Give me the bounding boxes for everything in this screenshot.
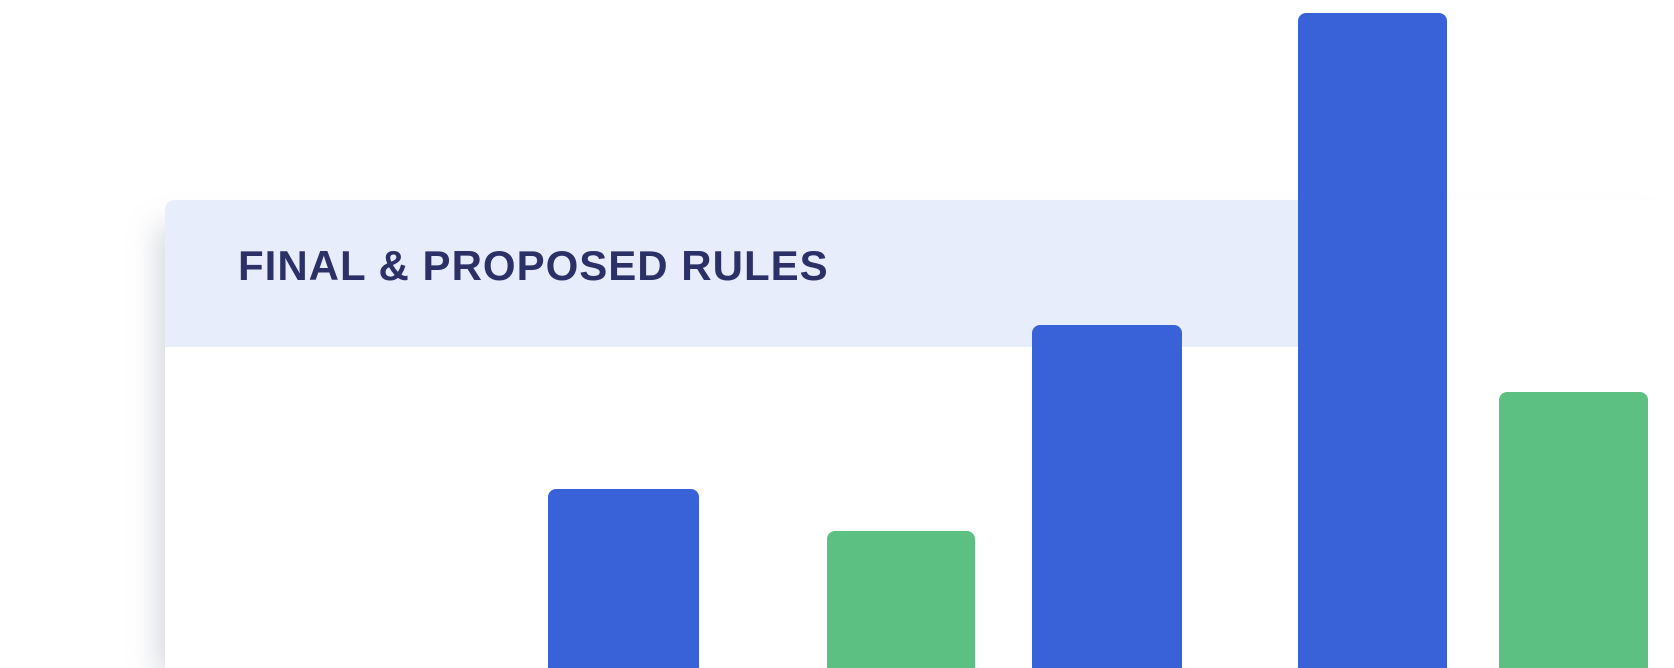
chart-bar-blue-4	[1298, 13, 1447, 668]
card-header-title: FINAL & PROPOSED RULES	[238, 241, 829, 289]
chart-bar-green-5	[1499, 392, 1648, 668]
chart-bar-green-2	[827, 531, 975, 668]
chart-bar-blue-3	[1032, 325, 1182, 668]
card-header-band: FINAL & PROPOSED RULES	[165, 200, 1447, 347]
chart-bar-blue-1	[548, 489, 699, 668]
